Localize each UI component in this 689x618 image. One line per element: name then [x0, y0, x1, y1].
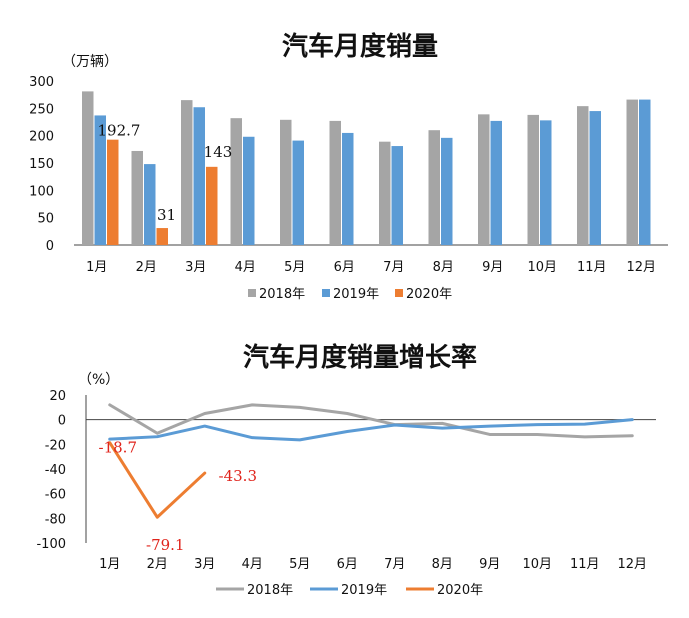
- line-x-tick-label: 1月: [99, 557, 120, 572]
- line-x-tick-label: 5月: [289, 557, 310, 572]
- bar-2018年-9月: [478, 114, 490, 245]
- line-data-label: -18.7: [99, 439, 137, 457]
- line-x-tick-label: 7月: [384, 557, 405, 572]
- bar-2019年-6月: [342, 132, 354, 245]
- bar-x-tick-label: 9月: [482, 260, 503, 275]
- bar-2018年-12月: [626, 99, 638, 245]
- line-series-2018年: [108, 403, 634, 439]
- line-legend-label: 2019年: [341, 583, 387, 598]
- line-chart-title: 汽车月度销量增长率: [243, 342, 477, 373]
- bar-2018年-10月: [527, 114, 539, 245]
- bar-x-tick-label: 10月: [527, 260, 557, 275]
- bar-x-tick-label: 7月: [383, 260, 404, 275]
- line-legend-label: 2018年: [247, 583, 293, 598]
- line-series-2020年: [108, 441, 207, 519]
- line-x-tick-label: 12月: [617, 557, 647, 572]
- line-x-tick-label: 6月: [337, 557, 358, 572]
- bar-x-tick-label: 4月: [235, 260, 256, 275]
- bar-x-tick-label: 3月: [185, 260, 206, 275]
- bar-data-label: 143: [204, 143, 233, 161]
- bar-2019年-10月: [540, 120, 552, 245]
- bar-2020年-3月: [206, 166, 218, 245]
- line-legend-label: 2020年: [437, 583, 483, 598]
- bar-legend-swatch: [395, 289, 403, 297]
- bar-x-tick-label: 11月: [577, 260, 607, 275]
- line-x-tick-label: 2月: [147, 557, 168, 572]
- bar-legend-label: 2018年: [259, 287, 305, 302]
- bar-2019年-1月: [94, 115, 106, 245]
- bar-2019年-9月: [490, 120, 502, 245]
- line-x-tick-label: 4月: [242, 557, 263, 572]
- bar-2018年-11月: [577, 106, 589, 245]
- line-y-tick-label: -100: [36, 537, 66, 552]
- bar-2020年-2月: [156, 228, 168, 245]
- line-y-tick-label: 20: [49, 389, 66, 404]
- line-series-2019年: [108, 418, 634, 442]
- bar-2018年-8月: [428, 130, 440, 245]
- bar-chart-y-unit: （万辆）: [62, 54, 118, 70]
- line-data-label: -43.3: [219, 467, 257, 485]
- bar-data-label: 192.7: [98, 122, 141, 140]
- bar-legend-label: 2020年: [406, 287, 452, 302]
- bar-x-tick-label: 5月: [284, 260, 305, 275]
- bar-2019年-8月: [441, 137, 453, 245]
- line-x-tick-label: 8月: [432, 557, 453, 572]
- bar-data-label: 31: [157, 206, 176, 224]
- bar-x-tick-label: 8月: [433, 260, 454, 275]
- bar-legend-label: 2019年: [333, 287, 379, 302]
- bar-2018年-5月: [280, 119, 292, 245]
- bar-y-tick-label: 100: [29, 184, 54, 199]
- bar-2019年-5月: [292, 140, 304, 245]
- bar-2018年-3月: [181, 100, 193, 245]
- bar-y-tick-label: 150: [29, 157, 54, 172]
- bar-2019年-11月: [589, 111, 601, 245]
- line-y-tick-label: -60: [45, 488, 66, 503]
- bar-2019年-3月: [193, 107, 205, 246]
- bar-y-tick-label: 50: [37, 212, 54, 227]
- line-data-label: -79.1: [146, 536, 184, 554]
- line-y-tick-label: -20: [45, 438, 66, 453]
- bar-2019年-12月: [639, 99, 651, 245]
- line-chart-y-unit: （%）: [78, 372, 119, 388]
- bar-x-tick-label: 1月: [86, 260, 107, 275]
- bar-2019年-2月: [144, 164, 156, 245]
- line-y-tick-label: -80: [45, 512, 66, 527]
- bar-2020年-1月: [107, 139, 119, 245]
- bar-chart: 汽车月度销量 （万辆） 0 50 100 150 200 250 300 192.7 31 14…: [29, 31, 668, 302]
- bar-y-tick-label: 200: [29, 130, 54, 145]
- bar-2018年-7月: [379, 141, 391, 245]
- line-y-tick-label: -40: [45, 463, 66, 478]
- line-chart: 汽车月度销量增长率 （%） 20 0 -20 -40 -60 -80 -100 -18.7 -…: [36, 342, 656, 598]
- bar-2018年-2月: [131, 150, 143, 245]
- line-x-tick-label: 10月: [522, 557, 552, 572]
- bar-legend-swatch: [248, 289, 256, 297]
- bar-chart-title: 汽车月度销量: [282, 31, 438, 62]
- bar-x-tick-label: 6月: [334, 260, 355, 275]
- bar-y-tick-label: 0: [46, 239, 54, 254]
- bar-x-tick-label: 2月: [136, 260, 157, 275]
- bar-x-tick-label: 12月: [626, 260, 656, 275]
- bar-2018年-6月: [329, 120, 341, 245]
- bar-y-tick-label: 300: [29, 75, 54, 90]
- bar-2019年-7月: [391, 146, 403, 245]
- bar-2018年-4月: [230, 118, 242, 245]
- bar-legend-swatch: [322, 289, 330, 297]
- line-x-tick-label: 3月: [194, 557, 215, 572]
- line-x-tick-label: 9月: [479, 557, 500, 572]
- bar-y-tick-label: 250: [29, 102, 54, 117]
- line-y-tick-label: 0: [58, 414, 66, 429]
- bar-2018年-1月: [82, 91, 94, 246]
- line-x-tick-label: 11月: [570, 557, 600, 572]
- bar-2019年-4月: [243, 136, 255, 245]
